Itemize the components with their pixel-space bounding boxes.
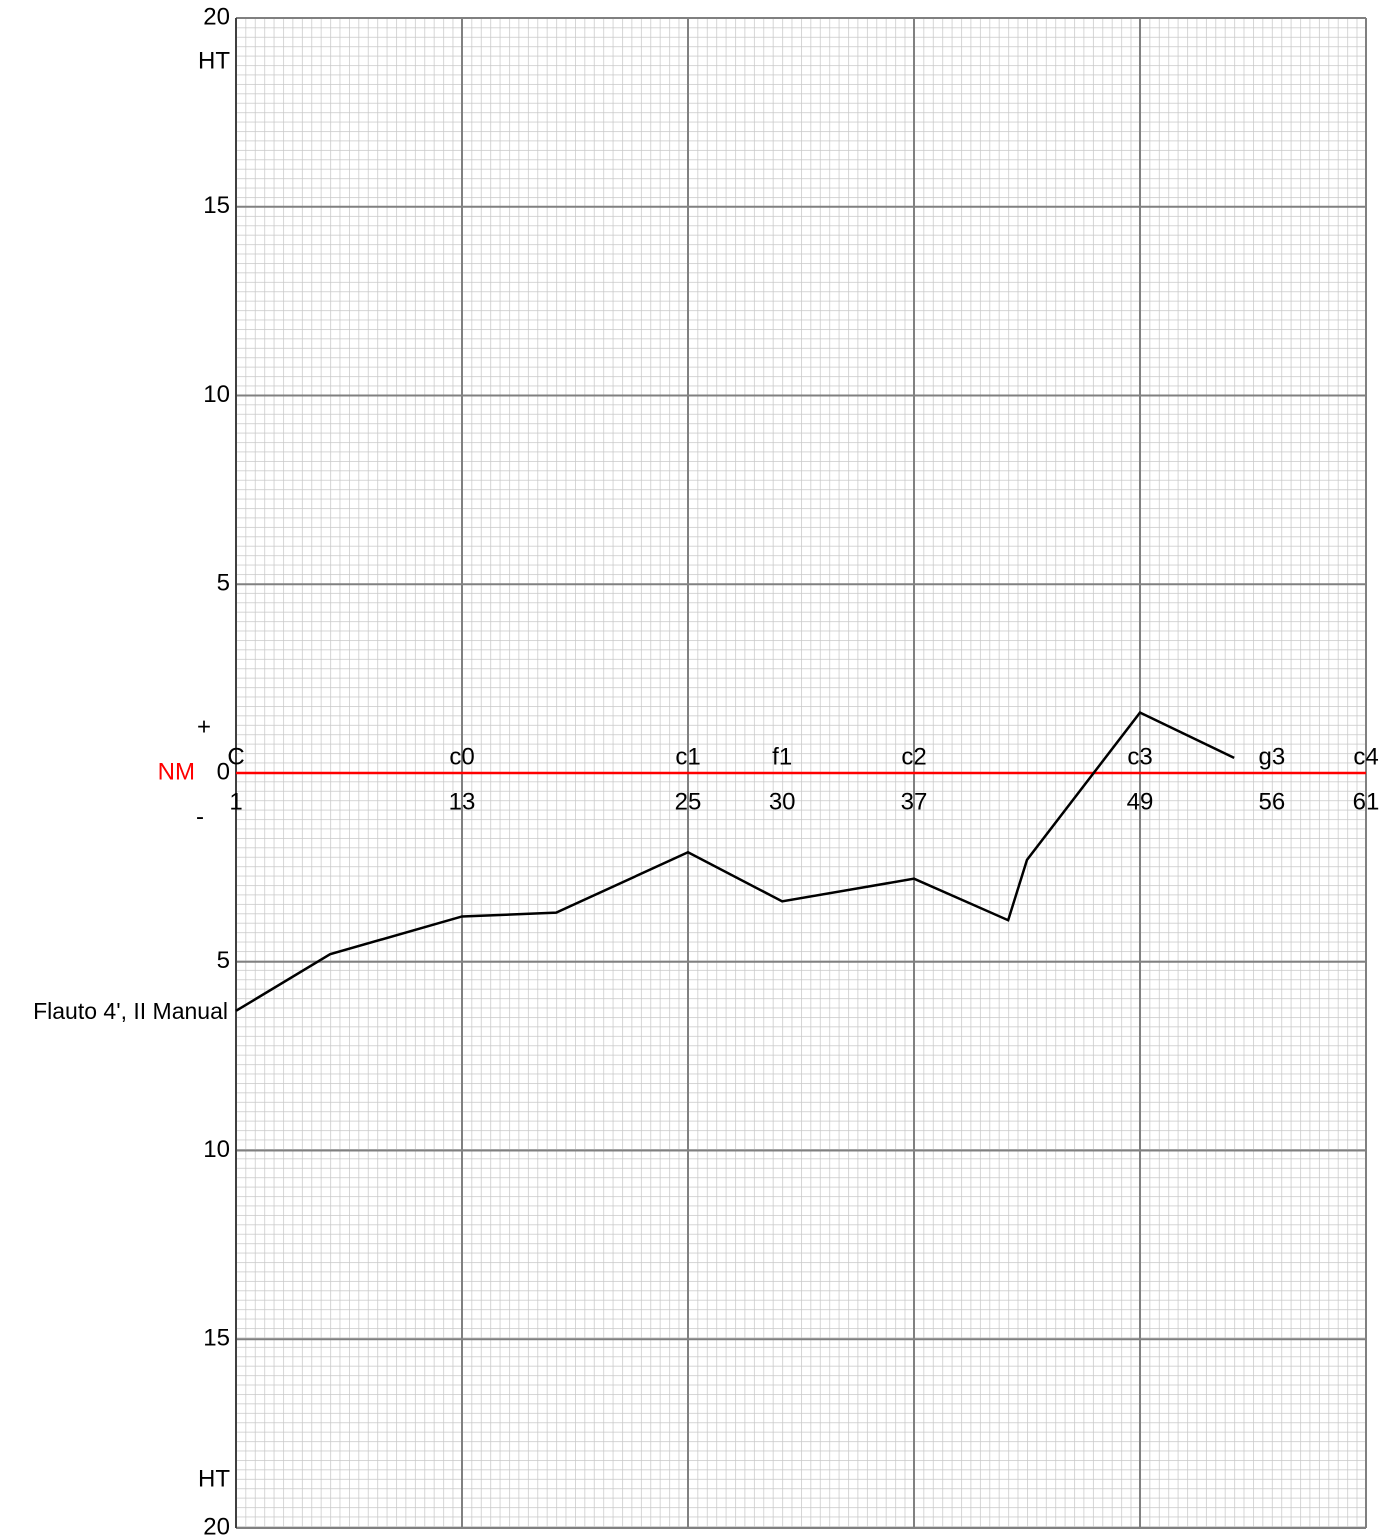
- data-line: [235, 711, 1235, 1012]
- unit-label: HT: [198, 1465, 230, 1492]
- y-tick-label: 5: [217, 947, 230, 974]
- y-tick-label: 15: [203, 192, 230, 219]
- y-tick-label: 0: [217, 758, 230, 785]
- x-tick-label: 61: [1353, 788, 1380, 815]
- y-tick-label: 20: [203, 3, 230, 30]
- note-label: c2: [901, 743, 926, 770]
- x-tick-label: 49: [1127, 788, 1154, 815]
- x-tick-label: 30: [769, 788, 796, 815]
- note-label: c3: [1127, 743, 1152, 770]
- note-label: f1: [772, 743, 792, 770]
- x-tick-label: 25: [675, 788, 702, 815]
- x-tick-label: 1: [229, 788, 242, 815]
- y-tick-label: 10: [203, 1136, 230, 1163]
- zero-label: NM: [158, 758, 195, 785]
- note-label: c4: [1353, 743, 1378, 770]
- note-label: g3: [1258, 743, 1285, 770]
- x-tick-label: 37: [901, 788, 928, 815]
- x-tick-label: 56: [1258, 788, 1285, 815]
- y-tick-label: 15: [203, 1325, 230, 1352]
- note-label: C: [227, 743, 244, 770]
- series-label: Flauto 4', II Manual: [33, 998, 228, 1024]
- y-tick-label: 20: [203, 1513, 230, 1538]
- y-tick-label: 5: [217, 570, 230, 597]
- note-label: c1: [675, 743, 700, 770]
- plus-label: +: [197, 713, 211, 740]
- minus-label: -: [196, 803, 204, 830]
- x-tick-label: 13: [449, 788, 476, 815]
- note-label: c0: [449, 743, 474, 770]
- y-tick-label: 10: [203, 381, 230, 408]
- unit-label: HT: [198, 47, 230, 74]
